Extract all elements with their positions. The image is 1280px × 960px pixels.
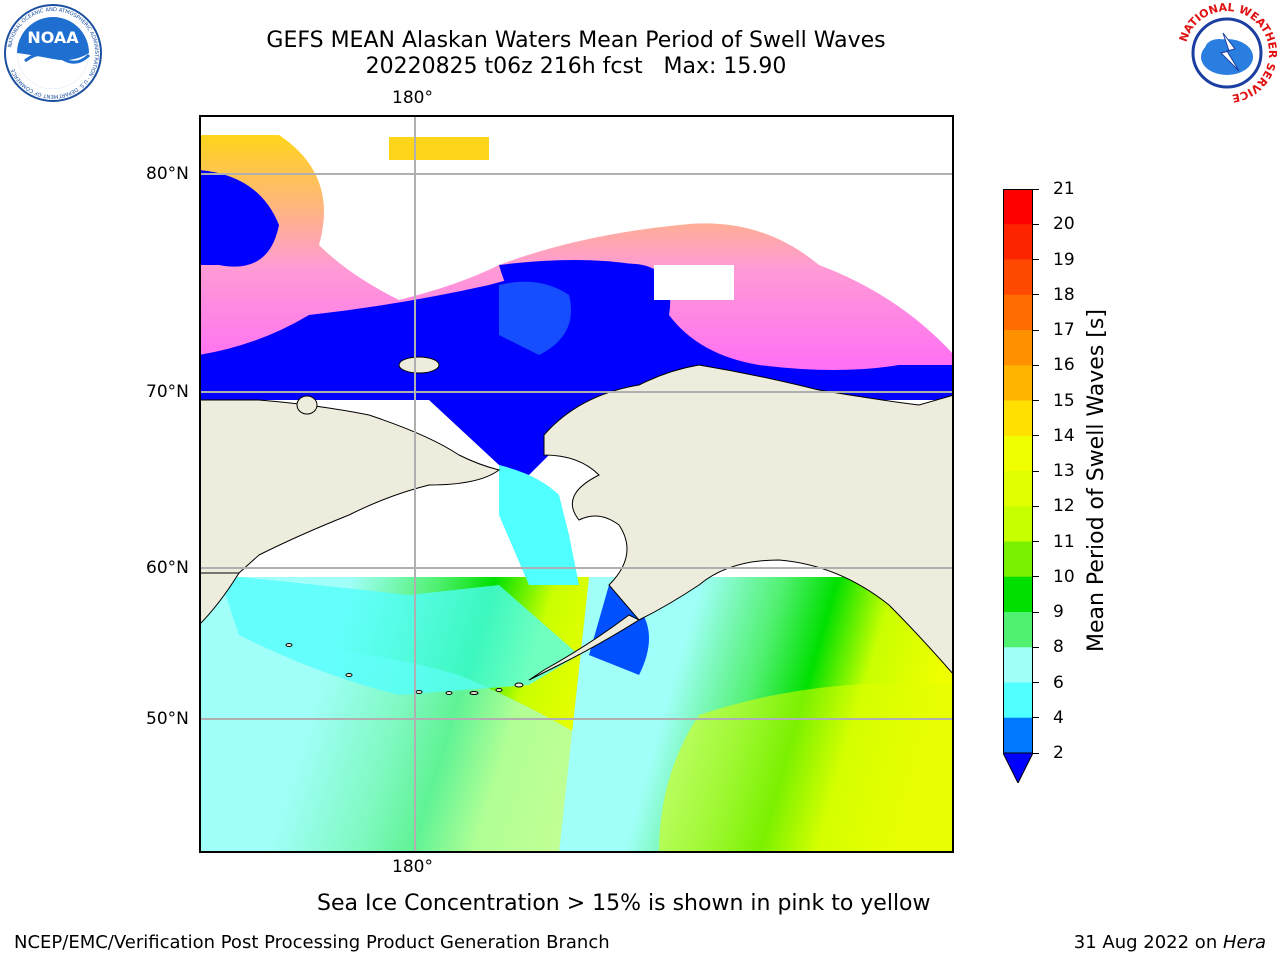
colorbar-tick-mark: [1033, 505, 1039, 507]
colorbar-tick-mark: [1033, 223, 1039, 225]
colorbar-bin: [1003, 330, 1033, 366]
lat-label-60n: 60°N: [146, 558, 189, 578]
colorbar-tick-mark: [1033, 435, 1039, 437]
colorbar-outline: [1003, 189, 1033, 754]
footer-date: 31 Aug 2022 on Hera: [1074, 932, 1266, 954]
noaa-logo: NOAA NATIONAL OCEANIC AND ATMOSPHERIC AD…: [4, 4, 102, 102]
colorbar-tick-mark: [1033, 682, 1039, 683]
colorbar-tick-label: 2: [1053, 743, 1064, 763]
colorbar-tick-label: 11: [1053, 531, 1075, 552]
lat-label-50n: 50°N: [146, 709, 189, 729]
colorbar-tick-mark: [1033, 717, 1039, 719]
colorbar-bin: [1003, 259, 1033, 296]
lon-label-top: 180°: [392, 88, 433, 108]
colorbar-bin: [1003, 294, 1033, 331]
colorbar-tick-label: 6: [1053, 672, 1064, 693]
footer-branch: NCEP/EMC/Verification Post Processing Pr…: [14, 932, 610, 953]
colorbar-tick-mark: [1033, 188, 1039, 190]
colorbar-tick-mark: [1033, 364, 1039, 366]
lat-label-70n: 70°N: [146, 382, 189, 402]
colorbar-tick-mark: [1033, 541, 1039, 542]
bering-shelf-water: [219, 575, 579, 695]
lat-label-80n: 80°N: [146, 164, 189, 184]
colorbar-tick-mark: [1033, 294, 1039, 296]
colorbar-tick-label: 9: [1053, 602, 1064, 622]
colorbar-bin: [1003, 576, 1033, 613]
colorbar-bin: [1003, 435, 1033, 472]
colorbar-bin: [1003, 717, 1033, 753]
colorbar-tick-label: 8: [1053, 637, 1064, 658]
colorbar-bin: [1003, 224, 1033, 260]
colorbar-bin: [1003, 471, 1033, 507]
colorbar-tick-label: 4: [1053, 707, 1064, 728]
colorbar-tick-mark: [1033, 470, 1039, 472]
colorbar-tick-label: 10: [1053, 566, 1075, 587]
swell-period-map: [199, 115, 954, 853]
colorbar-bin: [1003, 541, 1033, 578]
chart-subtitle: 20220825 t06z 216h fcst Max: 15.90: [365, 54, 787, 79]
colorbar-tick-mark: [1033, 646, 1039, 648]
colorbar-tick-mark: [1033, 329, 1039, 331]
colorbar-tick-mark: [1033, 400, 1039, 401]
colorbar-tick-mark: [1033, 576, 1039, 578]
colorbar-bin: [1003, 189, 1033, 225]
map-gridlines: [199, 115, 954, 853]
footer-machine: Hera: [1222, 932, 1266, 953]
colorbar-tick-label: 20: [1053, 214, 1075, 235]
colorbar-tick-label: 12: [1053, 496, 1075, 517]
lon-label-bottom: 180°: [392, 857, 433, 877]
siberia-land: [199, 399, 501, 574]
colorbar-tick-label: 17: [1053, 320, 1075, 340]
colorbar-under-triangle: [1003, 752, 1033, 783]
nws-logo: NATIONAL WEATHER SERVICE: [1177, 3, 1277, 103]
colorbar-bin: [1003, 506, 1033, 542]
map-border: [199, 115, 954, 853]
sea-ice-caption: Sea Ice Concentration > 15% is shown in …: [317, 891, 931, 916]
colorbar-tick-label: 14: [1053, 425, 1075, 446]
colorbar-bin: [1003, 647, 1033, 683]
colorbar-tick-label: 16: [1053, 355, 1075, 376]
colorbar-tick-label: 13: [1053, 461, 1075, 481]
chart-title: GEFS MEAN Alaskan Waters Mean Period of …: [266, 28, 886, 53]
footer-date-text: 31 Aug 2022 on: [1073, 932, 1223, 953]
colorbar-bin: [1003, 365, 1033, 401]
colorbar-bin: [1003, 682, 1033, 719]
colorbar-tick-label: 18: [1053, 284, 1075, 305]
colorbar-label: Mean Period of Swell Waves [s]: [1084, 309, 1109, 652]
colorbar-tick-label: 15: [1053, 390, 1075, 411]
colorbar-tick-mark: [1033, 752, 1039, 754]
colorbar-bin: [1003, 612, 1033, 648]
colorbar-bin: [1003, 400, 1033, 437]
colorbar-tick-mark: [1033, 259, 1039, 260]
colorbar-tick-label: 21: [1053, 179, 1075, 199]
colorbar-tick-mark: [1033, 611, 1039, 613]
colorbar: [1003, 189, 1033, 783]
colorbar-tick-label: 19: [1053, 249, 1075, 270]
noaa-logo-text: NOAA: [27, 28, 79, 47]
